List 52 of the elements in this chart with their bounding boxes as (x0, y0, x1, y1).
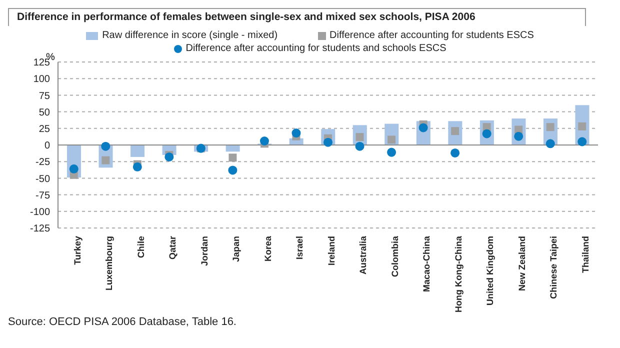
y-tick-label: -100 (30, 206, 50, 218)
point (69, 164, 78, 174)
y-tick-label: -50 (36, 174, 50, 185)
x-tick-label: Australia (358, 235, 368, 275)
y-tick-label: -75 (36, 190, 50, 202)
point (388, 136, 396, 144)
point (101, 142, 110, 151)
point (355, 142, 364, 151)
point (260, 136, 269, 146)
y-tick-label: 50 (38, 107, 50, 118)
point (578, 122, 586, 130)
y-tick-label: 25 (38, 124, 50, 135)
x-tick-label: Israel (294, 236, 305, 260)
x-tick-label: New Zealand (516, 236, 527, 292)
x-tick-label: Turkey (72, 236, 82, 265)
x-tick-label: Japan (231, 236, 242, 262)
x-tick-label: United Kingdom (485, 236, 496, 306)
y-tick-label: 75 (38, 90, 50, 102)
point (228, 154, 237, 162)
point (418, 123, 428, 132)
bar (226, 145, 240, 152)
point (387, 148, 396, 157)
point (323, 138, 333, 147)
legend-label: Raw difference in score (single - mixed) (101, 30, 278, 41)
x-tick-label: Luxembourg (104, 236, 114, 291)
x-tick-label: Korea (262, 235, 273, 262)
x-tick-label: Macao-China (422, 235, 432, 292)
legend-label: Difference after accounting for students and schools ESCS (184, 43, 446, 54)
point (578, 137, 587, 146)
y-tick-label: -125 (30, 224, 50, 235)
x-tick-label: Colombia (390, 235, 400, 278)
y-tick-label: 100 (33, 74, 50, 86)
y-tick-label: 0 (44, 140, 50, 152)
y-tick-label: 125 (33, 58, 50, 69)
legend-label: Difference after accounting for students ESCS (328, 30, 534, 41)
source-note: Source: OECD PISA 2006 Database, Table 16. (8, 316, 238, 328)
y-tick-label: -25 (36, 157, 50, 168)
point (450, 148, 460, 158)
point (132, 162, 142, 172)
x-tick-label: Thailand (580, 236, 591, 274)
bar (130, 145, 145, 157)
x-tick-label: Chinese Taipei (548, 236, 559, 299)
point (546, 139, 555, 148)
x-tick-label: Jordan (199, 236, 210, 266)
x-tick-label: Hong Kong-China (453, 235, 464, 312)
x-tick-label: Chile (136, 236, 146, 258)
chart-title: Difference in performance of females between single-sex and mixed sex schools, PISA 2006 (8, 8, 586, 26)
x-tick-label: Ireland (326, 236, 336, 266)
x-tick-label: Qatar (168, 236, 178, 260)
point (292, 128, 301, 138)
point (164, 152, 174, 162)
point (228, 166, 238, 175)
